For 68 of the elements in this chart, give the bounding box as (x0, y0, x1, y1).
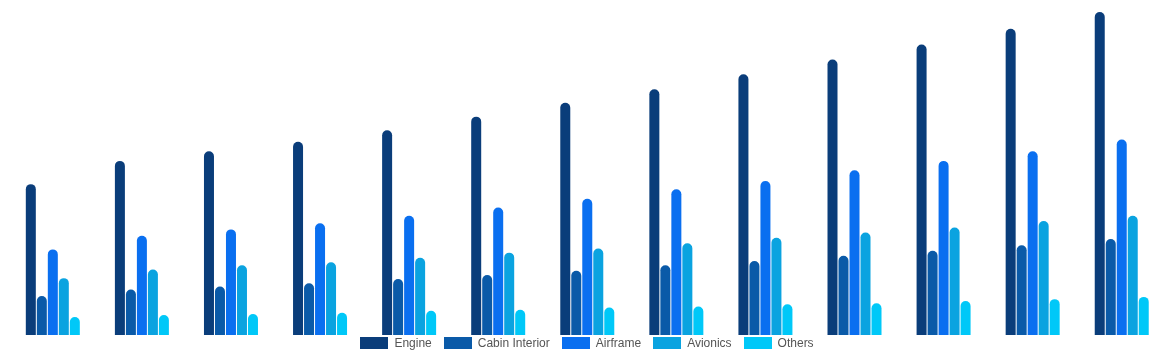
bar (749, 261, 760, 335)
legend-label: Cabin Interior (477, 336, 550, 350)
bar (671, 189, 682, 335)
bar (203, 151, 214, 335)
bar (125, 289, 136, 335)
bar (1127, 215, 1138, 335)
bar (560, 102, 571, 335)
bar (1116, 139, 1127, 335)
bar (593, 248, 604, 335)
bar (415, 257, 426, 335)
bar (214, 286, 225, 335)
bar (36, 295, 47, 335)
bar (949, 227, 960, 335)
bar (838, 255, 849, 335)
bar (225, 229, 236, 335)
bar (1038, 220, 1049, 335)
legend-label: Avionics (687, 336, 732, 350)
bar (426, 310, 437, 335)
bar (649, 89, 660, 335)
bar (382, 130, 393, 335)
bar (738, 74, 749, 335)
bar (304, 283, 315, 335)
bar (782, 304, 793, 335)
bar (827, 59, 838, 335)
bar (582, 198, 593, 335)
bar (136, 235, 147, 335)
bar (58, 278, 69, 335)
bar (504, 252, 515, 335)
legend-label: Engine (394, 336, 432, 350)
bar (604, 307, 615, 335)
bar (337, 312, 348, 335)
bar (1094, 12, 1105, 335)
bar (404, 215, 415, 335)
bar (1016, 245, 1027, 335)
bar (660, 265, 671, 335)
bar (927, 250, 938, 335)
bar (482, 274, 493, 335)
bar (147, 269, 158, 335)
bar (682, 243, 693, 335)
bar (571, 270, 582, 335)
bar (247, 314, 258, 335)
bar (849, 170, 860, 335)
bar (693, 306, 704, 335)
bar (47, 249, 58, 335)
bar (916, 44, 927, 335)
bar (871, 303, 882, 335)
legend-label: Others (777, 336, 814, 350)
bar (25, 184, 36, 335)
bar (114, 160, 125, 335)
bar (315, 223, 326, 335)
bar (938, 160, 949, 335)
bar (493, 207, 504, 335)
bar (515, 309, 526, 335)
bar (1105, 239, 1116, 335)
bar (960, 301, 971, 335)
bar (1049, 299, 1060, 335)
bar (1005, 28, 1016, 335)
legend-label: Airframe (595, 336, 642, 350)
bar (471, 116, 482, 335)
bar (293, 141, 304, 335)
bar (771, 237, 782, 335)
bar (393, 279, 404, 335)
bar (760, 180, 771, 335)
bar (326, 262, 337, 335)
bar (860, 232, 871, 335)
bar (1138, 296, 1149, 335)
bar (236, 265, 247, 335)
bar (1027, 151, 1038, 335)
